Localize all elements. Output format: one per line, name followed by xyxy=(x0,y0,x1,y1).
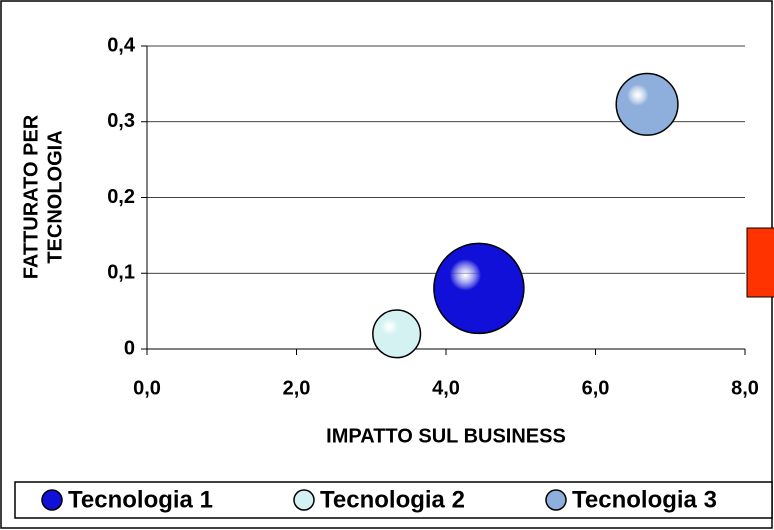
x-tick-label: 8,0 xyxy=(731,377,759,399)
y-axis-title-line: FATTURATO PER xyxy=(20,114,42,279)
legend-marker xyxy=(545,489,567,511)
legend-text: Tecnologia 3 xyxy=(572,486,717,513)
x-axis-title: IMPATTO SUL BUSINESS xyxy=(326,425,566,447)
bubble xyxy=(433,242,525,335)
bubble xyxy=(372,309,422,359)
legend-marker xyxy=(293,489,315,511)
y-tick-label: 0,4 xyxy=(107,34,136,56)
x-tick-label: 6,0 xyxy=(582,377,610,399)
y-tick-label: 0,1 xyxy=(107,262,135,284)
legend-box xyxy=(14,481,773,519)
x-tick-label: 2,0 xyxy=(283,377,311,399)
y-axis-title: FATTURATO PER TECNOLOGIA xyxy=(20,114,66,279)
y-tick-label: 0 xyxy=(124,337,135,359)
y-axis-title-line: TECNOLOGIA xyxy=(44,130,66,263)
legend-text: Tecnologia 2 xyxy=(320,486,465,513)
bubble xyxy=(615,72,679,136)
y-tick-label: 0,3 xyxy=(107,110,135,132)
x-tick-label: 0,0 xyxy=(133,377,161,399)
x-tick-label: 4,0 xyxy=(432,377,460,399)
side-shape xyxy=(746,227,774,298)
legend-marker xyxy=(41,489,63,511)
legend-text: Tecnologia 1 xyxy=(68,486,213,513)
y-tick-label: 0,2 xyxy=(107,186,135,208)
